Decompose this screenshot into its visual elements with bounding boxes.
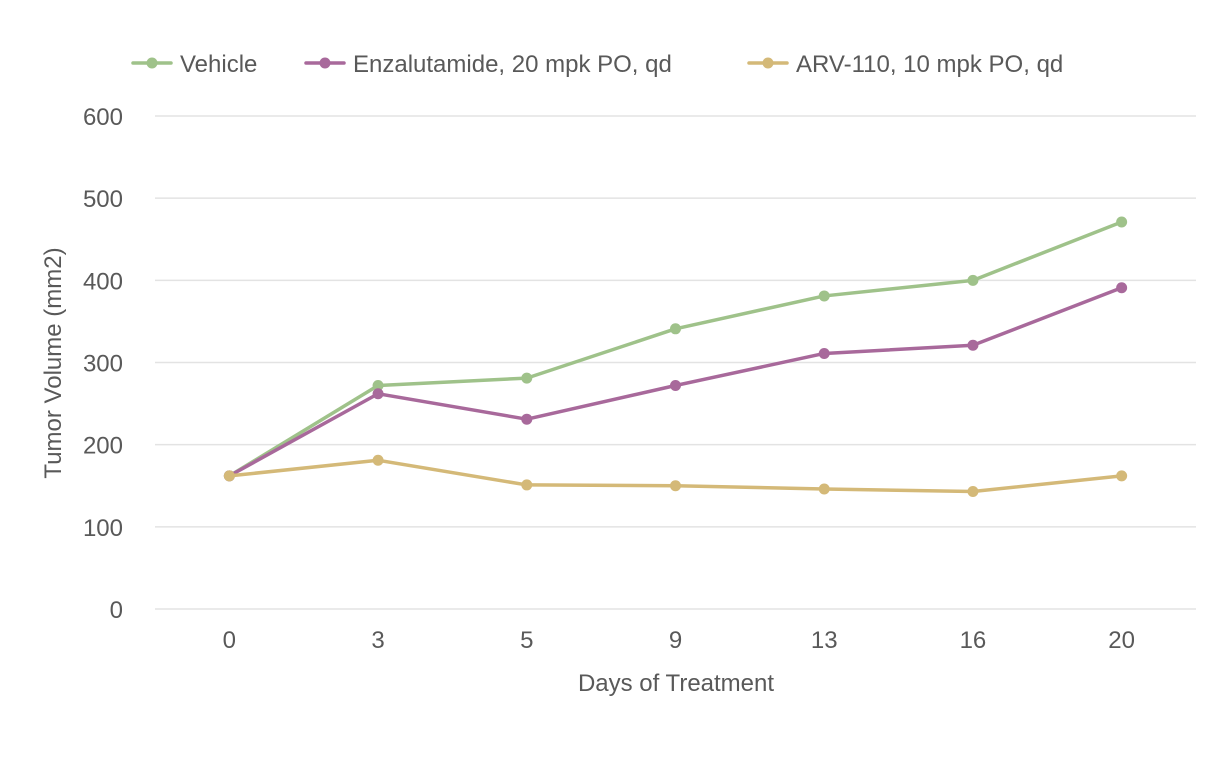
x-tick-label: 20 (1108, 627, 1135, 654)
legend-label: Enzalutamide, 20 mpk PO, qd (353, 51, 672, 78)
legend-label: ARV-110, 10 mpk PO, qd (796, 51, 1063, 78)
y-tick-label: 100 (83, 515, 123, 542)
x-tick-label: 0 (223, 627, 236, 654)
x-tick-label: 13 (811, 627, 838, 654)
series-group (223, 282, 1128, 482)
y-axis-ticks: 0 100 200 300 400 500 600 (83, 104, 123, 624)
data-point (223, 470, 235, 482)
y-tick-label: 200 (83, 433, 123, 460)
x-tick-label: 16 (960, 627, 987, 654)
data-point (1116, 216, 1128, 228)
legend-swatch-marker (146, 57, 158, 69)
data-point (372, 388, 384, 400)
legend: Vehicle Enzalutamide, 20 mpk PO, qd ARV-11… (131, 51, 1063, 78)
data-point (670, 323, 681, 335)
data-point (521, 372, 533, 384)
y-axis-title: Tumor Volume (mm2) (40, 247, 67, 478)
x-tick-label: 3 (371, 627, 384, 654)
x-axis-ticks: 0 3 5 9 13 16 20 (223, 627, 1135, 654)
legend-item: Vehicle (131, 51, 257, 78)
data-point (967, 486, 979, 498)
series-group (223, 216, 1128, 482)
data-point (670, 480, 681, 492)
data-point (372, 454, 384, 466)
y-tick-label: 0 (110, 597, 123, 624)
x-tick-label: 9 (669, 627, 682, 654)
data-point (818, 347, 830, 359)
gridlines (155, 115, 1196, 610)
series-line (227, 220, 1124, 478)
data-point (670, 380, 681, 392)
y-tick-label: 600 (83, 104, 123, 131)
legend-swatch-marker (762, 57, 774, 69)
data-point (818, 483, 830, 495)
legend-item: ARV-110, 10 mpk PO, qd (747, 51, 1063, 78)
data-point (818, 290, 830, 302)
y-tick-label: 400 (83, 268, 123, 295)
data-point (967, 339, 979, 351)
data-point (1116, 470, 1128, 482)
y-tick-label: 500 (83, 186, 123, 213)
y-tick-label: 300 (83, 351, 123, 378)
data-point (372, 380, 384, 392)
data-point (1116, 282, 1128, 294)
legend-label: Vehicle (180, 51, 257, 78)
series-layer (223, 216, 1128, 498)
x-axis-title: Days of Treatment (578, 670, 774, 697)
data-point (521, 413, 533, 425)
legend-item: Enzalutamide, 20 mpk PO, qd (304, 51, 672, 78)
x-tick-label: 5 (520, 627, 533, 654)
legend-swatch-marker (319, 57, 331, 69)
series-group (223, 454, 1128, 498)
data-point (521, 479, 533, 491)
data-point (967, 274, 979, 286)
